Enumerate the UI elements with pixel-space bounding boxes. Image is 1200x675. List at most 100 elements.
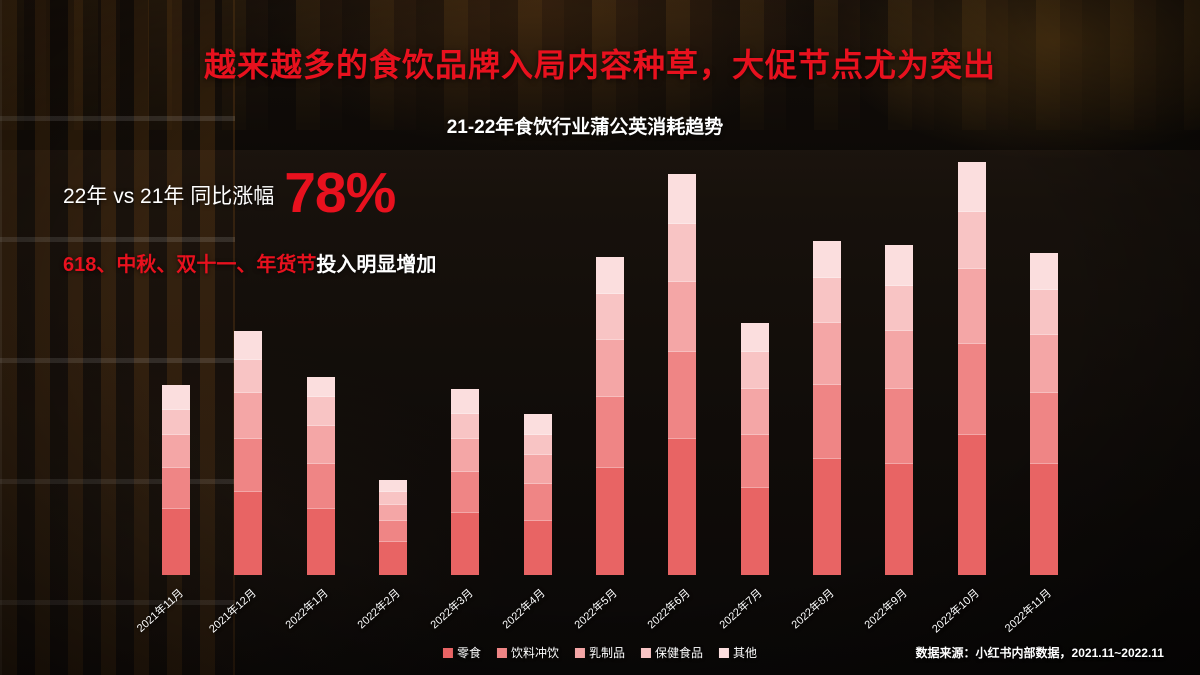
legend-label: 饮料冲饮 <box>510 646 559 660</box>
bar-segment <box>885 331 914 390</box>
legend-swatch <box>719 647 730 658</box>
bar-segment <box>668 223 697 282</box>
bar-column <box>885 244 914 575</box>
yoy-stat-value: 78% <box>284 161 396 225</box>
bar-segment <box>596 467 624 575</box>
legend-label: 零食 <box>456 646 481 660</box>
bar-segment <box>523 413 552 435</box>
bar-column <box>1029 252 1058 575</box>
legend-label: 其他 <box>733 646 758 660</box>
bar-segment <box>234 438 263 493</box>
legend-label: 乳制品 <box>588 646 626 660</box>
bar-segment <box>885 285 914 332</box>
bar-segment <box>740 488 769 575</box>
bar-column <box>306 376 335 575</box>
bar-segment <box>162 409 191 435</box>
slide-title: 越来越多的食饮品牌入局内容种草，大促节点尤为突出 <box>203 47 996 83</box>
bar-column <box>451 389 480 575</box>
data-source: 数据来源：小红书内部数据，2021.11~2022.11 <box>915 646 1164 660</box>
bar-segment <box>234 492 263 575</box>
yoy-stat: 22年 vs 21年 同比涨幅 78% <box>63 161 396 225</box>
bar-segment <box>596 339 624 398</box>
bar-segment <box>306 426 335 464</box>
bar-column <box>523 413 552 575</box>
bar-segment <box>668 438 697 575</box>
legend-swatch <box>496 647 507 658</box>
bar-segment <box>885 244 914 286</box>
bar-segment <box>162 467 191 509</box>
bar-segment <box>162 508 191 575</box>
bar-segment <box>451 413 480 439</box>
bar-segment <box>162 434 191 468</box>
chart-title: 21-22年食饮行业蒲公英消耗趋势 <box>446 117 724 138</box>
bar-column <box>162 385 191 575</box>
bar-segment <box>306 397 335 427</box>
festival-names: 618、中秋、双十一、年货节 <box>63 254 317 276</box>
legend-label: 保健食品 <box>655 646 704 660</box>
legend-item: 饮料冲饮 <box>496 644 559 661</box>
bar-segment <box>812 459 841 575</box>
bar-segment <box>1029 252 1058 291</box>
bar-column <box>668 174 697 575</box>
bar-segment <box>668 174 697 224</box>
bar-segment <box>379 521 408 542</box>
festival-highlight: 618、中秋、双十一、年货节投入明显增加 <box>63 248 436 277</box>
bar-segment <box>740 389 769 435</box>
bar-segment <box>1029 393 1058 464</box>
bar-segment <box>957 211 986 270</box>
bar-segment <box>523 484 552 522</box>
bar-segment <box>596 294 624 340</box>
bar-column <box>812 240 841 575</box>
bar-segment <box>957 162 986 212</box>
bar-column <box>234 331 263 575</box>
legend-item: 零食 <box>442 644 481 661</box>
bar-segment <box>957 434 986 575</box>
chart-legend: 零食 饮料冲饮 乳制品 保健食品 其他 <box>442 644 757 661</box>
bar-segment <box>379 541 408 575</box>
bar-segment <box>812 277 841 324</box>
legend-item: 保健食品 <box>641 644 703 661</box>
bar-segment <box>812 240 841 278</box>
bar-segment <box>885 463 914 575</box>
bar-segment <box>957 343 986 435</box>
bar-segment <box>379 492 408 505</box>
bar-segment <box>379 504 408 522</box>
legend-swatch <box>641 647 652 658</box>
bar-segment <box>306 508 335 575</box>
legend-swatch <box>442 647 453 658</box>
bar-segment <box>1029 463 1058 575</box>
bar-segment <box>740 434 769 489</box>
yoy-stat-label: 22年 vs 21年 同比涨幅 <box>63 185 275 209</box>
bar-segment <box>234 360 263 394</box>
legend-item: 其他 <box>719 644 757 661</box>
bar-segment <box>668 281 697 352</box>
bar-column <box>957 162 986 575</box>
bar-segment <box>812 385 841 460</box>
bar-segment <box>306 376 335 398</box>
bar-column <box>596 257 624 575</box>
bar-chart: 2021年11月 2021年12月 2022年1月 2022年2月 2022年3月 202… <box>135 150 1080 635</box>
bar-segment <box>523 455 552 485</box>
bar-segment <box>234 331 263 361</box>
bar-segment <box>957 269 986 344</box>
bar-segment <box>596 397 624 468</box>
bar-segment <box>451 471 480 514</box>
bar-segment <box>523 521 552 575</box>
bar-segment <box>451 438 480 472</box>
bar-column <box>740 323 769 575</box>
bar-segment <box>1029 290 1058 336</box>
bar-segment <box>162 385 191 410</box>
bar-segment <box>1029 335 1058 394</box>
bar-segment <box>740 352 769 390</box>
festival-note: 投入明显增加 <box>316 254 437 276</box>
legend-swatch <box>574 647 585 658</box>
legend-item: 乳制品 <box>574 644 626 661</box>
bar-segment <box>451 389 480 414</box>
bar-segment <box>379 480 408 493</box>
bar-segment <box>812 323 841 386</box>
bar-column <box>379 480 408 575</box>
bar-segment <box>740 323 769 353</box>
bar-segment <box>668 352 697 439</box>
bar-segment <box>451 513 480 575</box>
